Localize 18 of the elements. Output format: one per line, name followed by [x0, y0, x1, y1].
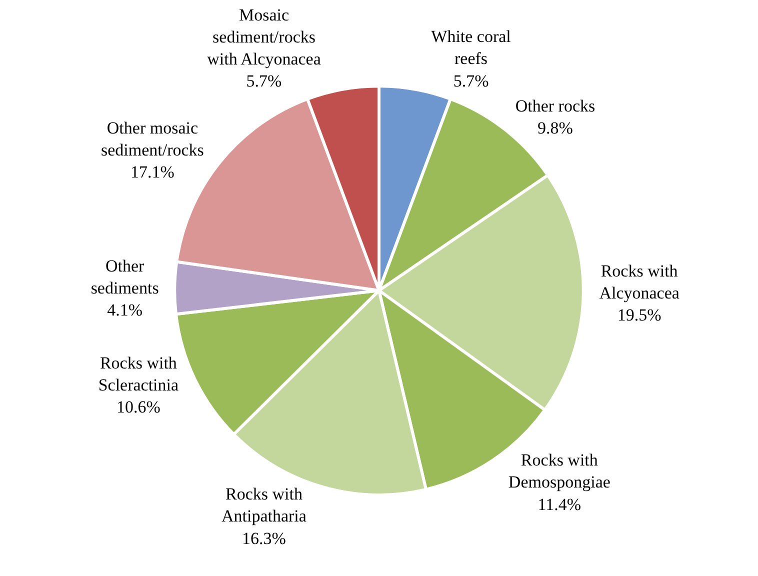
slice-label: Other sediments: [90, 256, 159, 298]
data-label: 5.7%: [246, 72, 282, 91]
data-label: 5.7%: [453, 71, 489, 90]
slice-label: Rocks with Alcyonacea: [599, 261, 680, 303]
data-label: 17.1%: [130, 162, 174, 182]
data-label: 16.3%: [242, 528, 286, 548]
slice-label: Rocks with Antipatharia: [221, 484, 307, 526]
slice-label: Rocks with Scleractinia: [98, 353, 180, 395]
data-label: 10.6%: [116, 398, 160, 417]
slice-label: Other rocks: [515, 96, 596, 116]
slice-label: Other mosaic sediment/rocks: [100, 118, 204, 160]
slice-label: Rocks with Demospongiae: [508, 450, 610, 492]
data-label: 19.5%: [617, 306, 662, 325]
slice-label: Mosaic sediment/rocks with Alcyonacea: [207, 5, 322, 69]
data-label: 11.4%: [538, 494, 582, 514]
data-label: 9.8%: [538, 118, 573, 138]
data-label: 4.1%: [107, 300, 143, 320]
slice-label: White coral reefs: [431, 27, 512, 68]
